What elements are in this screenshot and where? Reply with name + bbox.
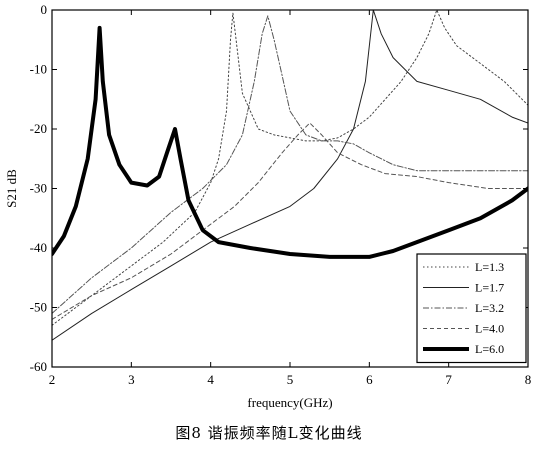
y-tick-label: -40 — [30, 240, 47, 255]
series-line-l-6-0 — [52, 25, 528, 259]
x-tick-label: 2 — [49, 372, 56, 387]
x-tick-label: 7 — [445, 372, 452, 387]
legend-label: L=6.0 — [475, 342, 504, 356]
series-line-l-4-0 — [52, 122, 528, 320]
y-tick-label: -50 — [30, 300, 47, 315]
x-axis-title: frequency(GHz) — [247, 395, 332, 410]
legend-label: L=3.2 — [475, 301, 504, 315]
y-tick-label: -60 — [30, 359, 47, 374]
x-tick-label: 5 — [287, 372, 294, 387]
series-line-l-1-3 — [52, 10, 528, 326]
series-line-l-1-7 — [52, 10, 528, 341]
x-tick-label: 6 — [366, 372, 373, 387]
x-tick-label: 8 — [525, 372, 532, 387]
figure-caption: 图8 谐振频率随L变化曲线 — [175, 424, 363, 442]
y-axis-title: S21 dB — [4, 169, 19, 208]
legend: L=1.3 L=1.7 L=3.2 L=4.0 L=6.0 — [416, 253, 527, 364]
axes: 2 3 4 5 6 7 8 0 -10 -20 -30 -40 -50 -60 frequency(GHz)… — [4, 2, 531, 410]
y-tick-label: -20 — [30, 121, 47, 136]
x-tick-label: 4 — [207, 372, 214, 387]
legend-label: L=4.0 — [475, 322, 504, 336]
x-tick-label: 3 — [128, 372, 135, 387]
series-line-l-3-2 — [52, 15, 528, 314]
legend-label: L=1.7 — [475, 281, 504, 295]
legend-label: L=1.3 — [475, 260, 504, 274]
y-tick-label: 0 — [41, 2, 48, 17]
y-tick-label: -30 — [30, 181, 47, 196]
legend-box — [416, 253, 527, 364]
y-tick-label: -10 — [30, 62, 47, 77]
series-layer — [52, 10, 528, 341]
